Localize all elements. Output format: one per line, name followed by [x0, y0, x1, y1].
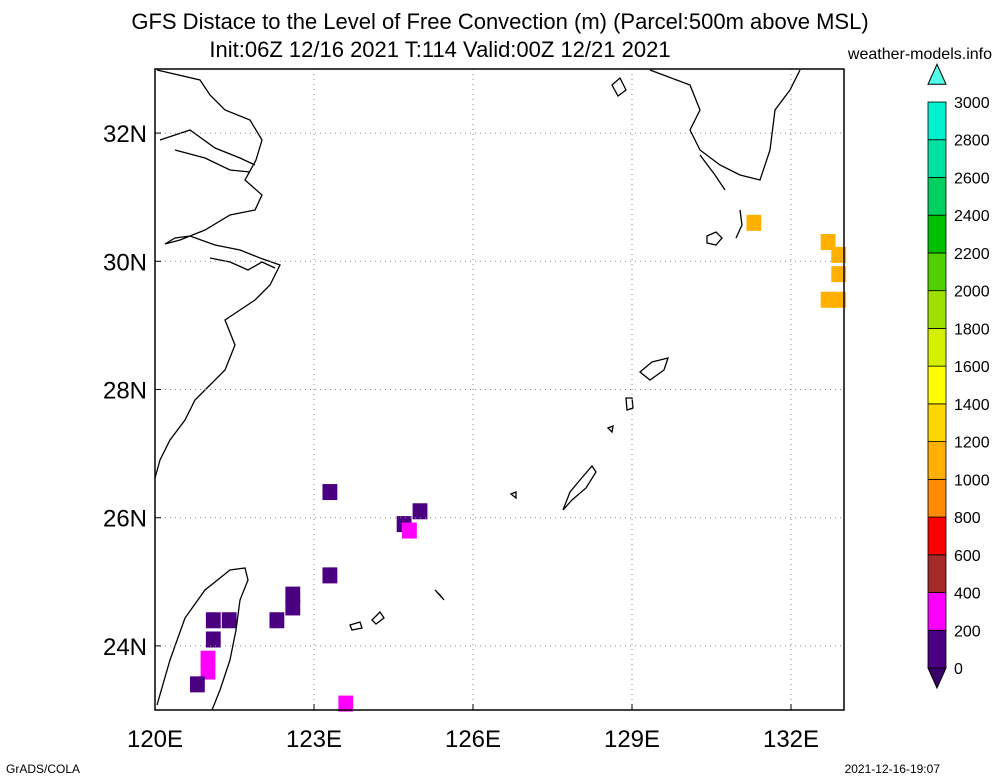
colorbar-level-label: 2200 [954, 246, 990, 263]
coastline-layer [154, 69, 801, 711]
map-subtitle: Init:06Z 12/16 2021 T:114 Valid:00Z 12/2… [209, 37, 671, 62]
lat-tick-label: 26N [103, 506, 147, 533]
colorbar-level-label: 2000 [954, 284, 990, 301]
amami-island [638, 357, 669, 381]
lfc-cell [200, 650, 216, 667]
lon-tick-label: 126E [445, 726, 501, 753]
colorbar-level-label: 400 [954, 586, 981, 603]
kyushu-coastline [649, 69, 801, 181]
lon-tick-label: 132E [763, 726, 819, 753]
okinawa-island [562, 464, 597, 511]
colorbar-swatch [927, 554, 947, 593]
colorbar-level-label: 0 [954, 661, 963, 678]
colorbar-level-label: 1800 [954, 321, 990, 338]
colorbar-swatch [927, 403, 947, 443]
colorbar-swatch [927, 592, 947, 631]
colorbar-level-label: 3000 [954, 95, 990, 112]
colorbar-level-label: 1600 [954, 359, 990, 376]
colorbar-swatch [927, 327, 947, 367]
lat-tick-label: 30N [103, 249, 147, 276]
colorbar-level-label: 2600 [954, 170, 990, 187]
hangzhou-bay [209, 257, 276, 271]
small-island-2 [606, 424, 614, 434]
yakushima-island [706, 231, 723, 246]
colorbar-swatch [927, 365, 947, 405]
lfc-cell [285, 599, 301, 616]
lfc-cell [269, 612, 285, 629]
colorbar-level-label: 1400 [954, 397, 990, 414]
lat-tick-label: 24N [103, 634, 147, 661]
colorbar-swatch [927, 214, 947, 254]
tanegashima-island [735, 209, 743, 239]
lfc-cell [746, 214, 762, 231]
colorbar-swatch [927, 478, 947, 518]
miyako-island [434, 589, 445, 601]
lfc-cell [322, 567, 338, 584]
colorbar-swatch [927, 290, 947, 329]
footer-timestamp: 2021-12-16-19:07 [844, 762, 940, 776]
colorbar-swatch [927, 101, 947, 141]
china-coastline [154, 69, 281, 479]
lfc-cell [831, 246, 847, 263]
colorbar-level-label: 200 [954, 623, 981, 640]
ishigaki-island [349, 610, 385, 631]
lfc-cell [820, 234, 836, 251]
colorbar-level-label: 800 [954, 510, 981, 527]
yangtze-estuary [159, 129, 256, 173]
colorbar-level-label: 1000 [954, 472, 990, 489]
lat-tick-label: 32N [103, 121, 147, 148]
lfc-cell [831, 291, 847, 308]
source-credit: weather-models.info [847, 46, 992, 63]
small-island-1 [625, 397, 634, 411]
data-cells-layer [189, 214, 847, 712]
colorbar-swatch [927, 139, 947, 178]
lfc-cell [189, 676, 205, 693]
colorbar-swatch [927, 516, 947, 556]
lfc-cell [338, 695, 354, 712]
lfc-cell [401, 522, 417, 539]
lfc-cell [221, 612, 237, 629]
lfc-cell [205, 631, 221, 648]
colorbar-level-label: 600 [954, 548, 981, 565]
kume-island [509, 491, 517, 500]
lfc-cell [200, 663, 216, 680]
lfc-cell [322, 484, 338, 501]
lfc-cell [412, 503, 428, 520]
colorbar-level-label: 2800 [954, 133, 990, 150]
taiwan-coastline [156, 567, 249, 711]
colorbar-under-arrow [927, 667, 947, 690]
colorbar-swatch [927, 441, 947, 480]
colorbar-swatch [927, 629, 947, 669]
footer-software: GrADS/COLA [6, 762, 81, 776]
kyushu-peninsula [699, 154, 726, 191]
axis-labels-layer: 120E 123E 126E 129E 132E 32N 30N 28N 26N 24N [103, 121, 819, 753]
colorbar-swatch [927, 177, 947, 216]
map-title: GFS Distace to the Level of Free Convect… [131, 9, 869, 34]
colorbar-swatch [927, 252, 947, 292]
lon-tick-label: 120E [127, 726, 183, 753]
colorbar-level-label: 1200 [954, 435, 990, 452]
lon-tick-label: 123E [286, 726, 342, 753]
lat-tick-label: 28N [103, 378, 147, 405]
colorbar-level-label: 2400 [954, 208, 990, 225]
lfc-cell [205, 612, 221, 629]
lfc-cell [285, 586, 301, 603]
colorbar: 0 200 400 600 800 1000 1200 1400 1600 1800 2000 220… [927, 63, 990, 690]
lfc-cell [831, 266, 847, 283]
graticule-layer [155, 69, 844, 710]
lon-tick-label: 129E [604, 726, 660, 753]
colorbar-over-arrow [927, 63, 947, 85]
goto-islands [611, 76, 627, 97]
